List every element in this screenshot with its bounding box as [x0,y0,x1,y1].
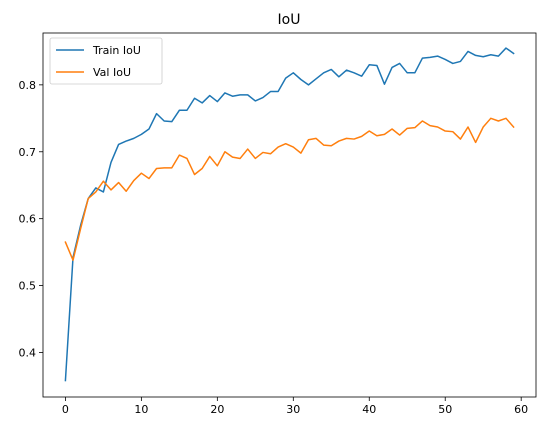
x-tick-label: 10 [134,403,148,416]
y-tick-label: 0.6 [19,213,37,226]
legend: Train IoU Val IoU [49,37,163,85]
x-tick-label: 60 [514,403,528,416]
series-line-train-iou [64,47,515,382]
y-tick-label: 0.7 [19,146,37,159]
x-tick-label: 40 [362,403,376,416]
x-tick-label: 30 [286,403,300,416]
x-axis: 0 10 20 30 40 50 60 [62,397,528,416]
x-tick-label: 50 [438,403,452,416]
x-tick-label: 0 [62,403,69,416]
axes-frame [42,32,537,398]
x-tick-label: 20 [210,403,224,416]
y-axis: 0.4 0.5 0.6 0.7 0.8 [19,79,43,360]
series-line-val-iou [64,117,515,261]
legend-label: Train IoU [92,44,141,57]
series-layer [64,47,515,382]
y-tick-label: 0.4 [19,347,37,360]
y-tick-label: 0.5 [19,280,37,293]
y-tick-label: 0.8 [19,79,37,92]
legend-label: Val IoU [93,66,131,79]
chart-title: IoU [278,12,301,28]
